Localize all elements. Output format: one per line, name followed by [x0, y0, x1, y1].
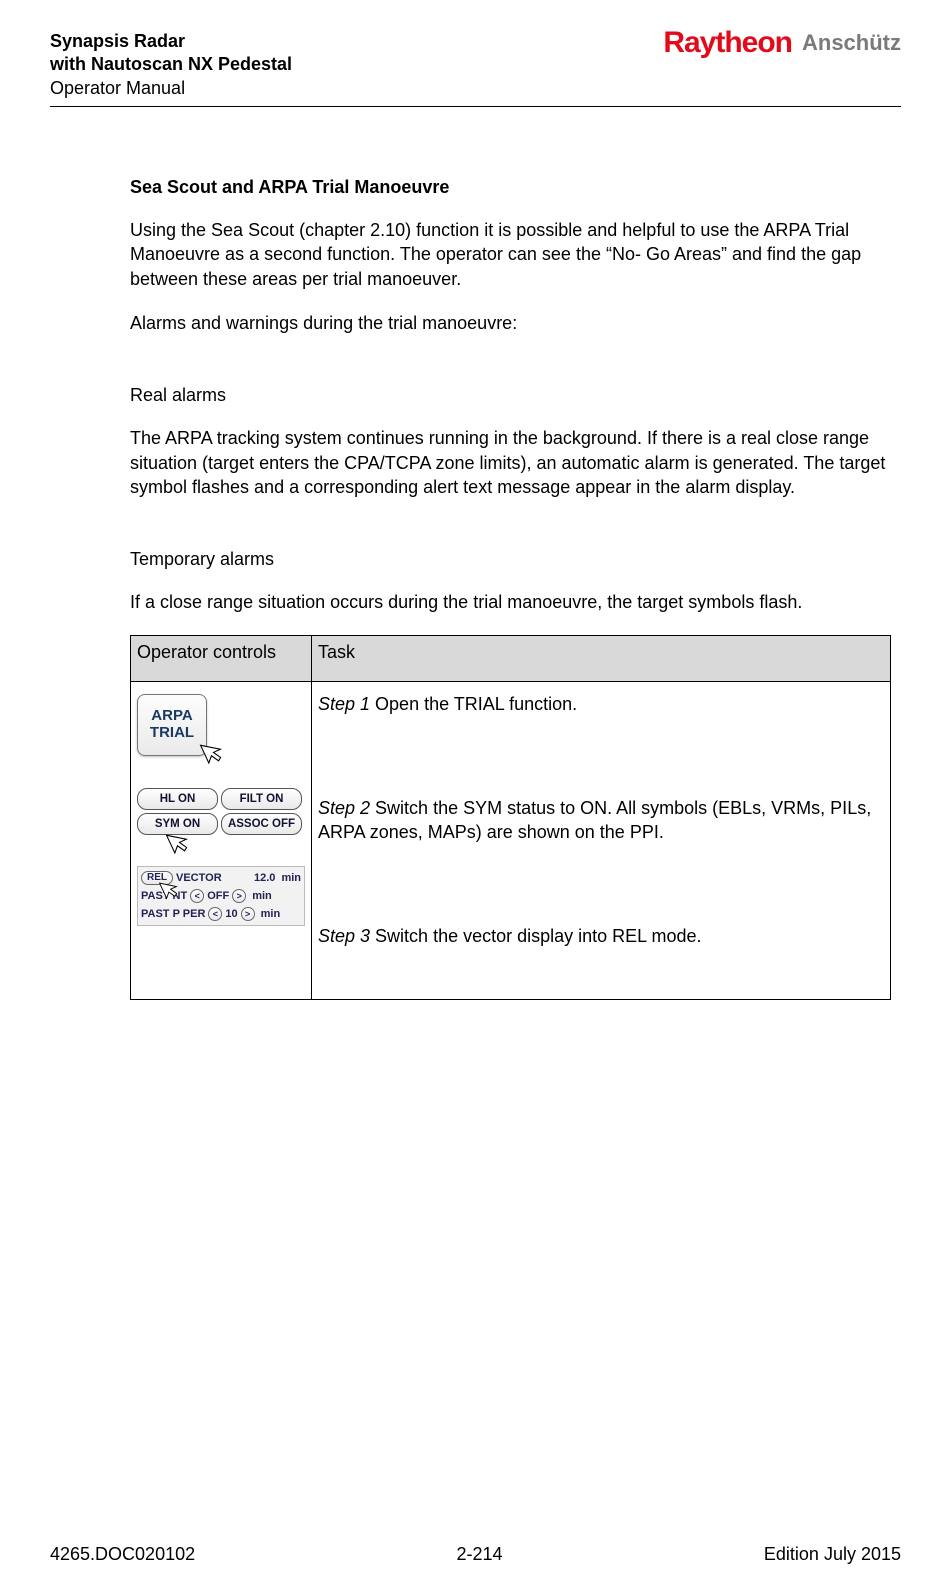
header-line1: Synapsis Radar — [50, 30, 292, 53]
step-3-text: Switch the vector display into REL mode. — [370, 926, 702, 946]
step-2-text: Switch the SYM status to ON. All symbols… — [318, 798, 871, 842]
header-line2: with Nautoscan NX Pedestal — [50, 53, 292, 76]
past-unit: min — [252, 890, 272, 902]
status-pill-group: HL ON FILT ON SYM ON ASSOC OFF — [137, 788, 302, 838]
arpa-trial-label-2: TRIAL — [150, 725, 194, 742]
filt-on-button[interactable]: FILT ON — [221, 788, 302, 810]
step-3-label: Step 3 — [318, 926, 370, 946]
main-content: Sea Scout and ARPA Trial Manoeuvre Using… — [130, 177, 891, 1000]
step-3: Step 3 Switch the vector display into RE… — [318, 924, 884, 948]
arpa-trial-label-1: ARPA — [151, 708, 192, 725]
table-head-task: Task — [312, 635, 891, 681]
page-footer: 4265.DOC020102 2-214 Edition July 2015 — [50, 1544, 901, 1565]
brand-secondary: Anschütz — [802, 30, 901, 56]
assoc-off-button[interactable]: ASSOC OFF — [221, 813, 302, 835]
real-alarms-paragraph: The ARPA tracking system continues runni… — [130, 426, 891, 499]
arpa-trial-control: ARPA TRIAL — [137, 694, 223, 756]
footer-left: 4265.DOC020102 — [50, 1544, 195, 1565]
header-rule — [50, 106, 901, 107]
step-2-label: Step 2 — [318, 798, 370, 818]
header-right-logo: Raytheon Anschütz — [663, 26, 901, 60]
pper-inc-button[interactable]: > — [241, 907, 255, 921]
brand-primary: Raytheon — [663, 26, 792, 60]
past-dec-button[interactable]: < — [190, 889, 204, 903]
step-2: Step 2 Switch the SYM status to ON. All … — [318, 796, 884, 845]
paragraph-2: Alarms and warnings during the trial man… — [130, 311, 891, 335]
page-header: Synapsis Radar with Nautoscan NX Pedesta… — [50, 30, 901, 100]
past-inc-button[interactable]: > — [232, 889, 246, 903]
footer-right: Edition July 2015 — [764, 1544, 901, 1565]
paragraph-1: Using the Sea Scout (chapter 2.10) funct… — [130, 218, 891, 291]
vector-panel: REL VECTOR 12.0 min PAST NT < OFF > — [137, 866, 305, 926]
header-line3: Operator Manual — [50, 77, 292, 100]
section-title: Sea Scout and ARPA Trial Manoeuvre — [130, 177, 891, 198]
vector-label: VECTOR — [176, 872, 222, 884]
vector-unit: min — [281, 872, 301, 884]
subhead-real-alarms: Real alarms — [130, 385, 891, 406]
step-1: Step 1 Open the TRIAL function. — [318, 692, 884, 716]
hl-on-button[interactable]: HL ON — [137, 788, 218, 810]
footer-center: 2-214 — [456, 1544, 502, 1565]
vector-value: 12.0 — [254, 872, 275, 884]
pper-dec-button[interactable]: < — [208, 907, 222, 921]
step-1-text: Open the TRIAL function. — [370, 694, 577, 714]
past-pper-label: PAST P PER — [141, 908, 205, 920]
temporary-alarms-paragraph: If a close range situation occurs during… — [130, 590, 891, 614]
tasks-cell: Step 1 Open the TRIAL function. Step 2 S… — [312, 681, 891, 999]
pper-unit: min — [261, 908, 281, 920]
pper-value: 10 — [225, 908, 237, 920]
step-1-label: Step 1 — [318, 694, 370, 714]
table-head-controls: Operator controls — [131, 635, 312, 681]
past-value: OFF — [207, 890, 229, 902]
subhead-temporary-alarms: Temporary alarms — [130, 549, 891, 570]
controls-cell: ARPA TRIAL HL ON FILT ON — [131, 681, 312, 999]
header-left: Synapsis Radar with Nautoscan NX Pedesta… — [50, 30, 292, 100]
operator-table: Operator controls Task ARPA TRIAL — [130, 635, 891, 1000]
